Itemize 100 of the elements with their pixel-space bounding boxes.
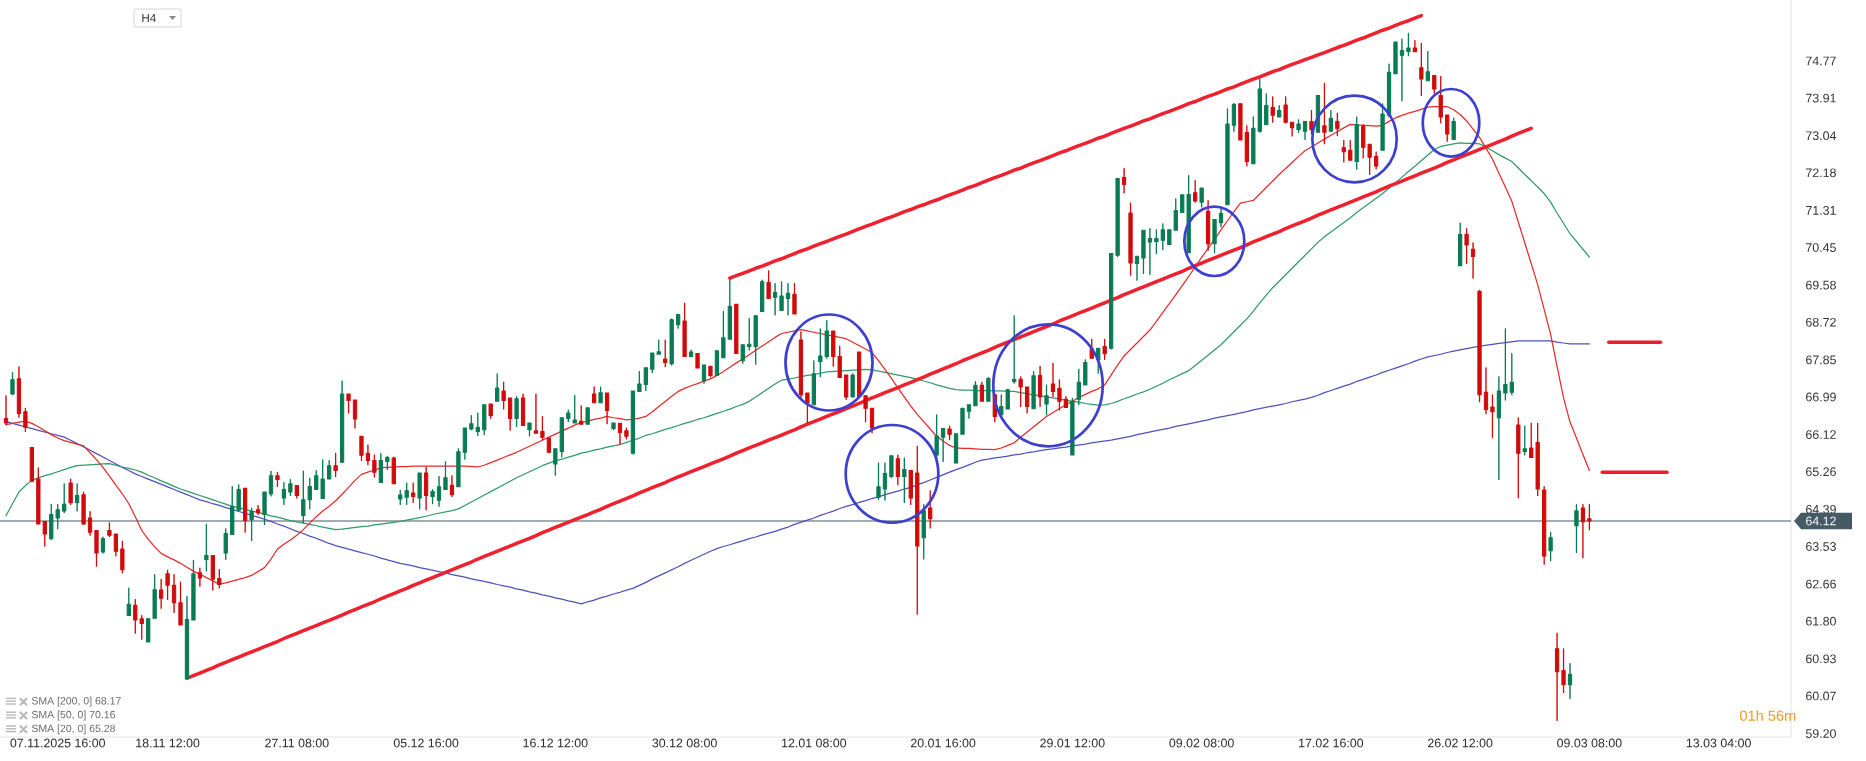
y-tick-label: 65.26 xyxy=(1806,467,1836,477)
candlestick xyxy=(1050,362,1056,398)
candlestick xyxy=(1580,504,1586,559)
candlestick xyxy=(74,483,80,512)
candlestick xyxy=(372,454,377,478)
candlestick xyxy=(889,455,894,479)
y-tick-label: 60.07 xyxy=(1806,691,1836,701)
candlestick xyxy=(928,490,933,529)
candlestick xyxy=(772,282,778,316)
candlestick xyxy=(1102,338,1107,360)
candlestick xyxy=(62,483,67,514)
candlestick xyxy=(68,478,73,506)
candlestick xyxy=(953,433,959,464)
y-tick-label: 74.77 xyxy=(1806,56,1836,66)
annotation: 01h 56m xyxy=(1739,710,1796,721)
candlestick xyxy=(669,318,674,366)
candlestick xyxy=(979,381,985,402)
candlestick xyxy=(507,397,513,431)
candlestick xyxy=(805,392,810,424)
x-tick-label: 09.02 08:00 xyxy=(1169,738,1234,748)
candlestick xyxy=(966,404,972,419)
candlestick xyxy=(714,350,720,376)
candlestick xyxy=(1457,222,1463,267)
candlestick xyxy=(378,453,384,484)
candlestick xyxy=(1063,396,1069,408)
candlestick xyxy=(895,454,901,486)
candlestick xyxy=(359,435,364,462)
candlestick xyxy=(960,407,965,435)
y-tick-label: 73.91 xyxy=(1806,93,1836,103)
candlestick xyxy=(856,351,862,398)
candlestick xyxy=(1083,359,1088,386)
candlestick xyxy=(973,380,978,407)
candlestick xyxy=(1115,177,1120,258)
candlestick xyxy=(1419,42,1424,96)
candlestick xyxy=(695,352,700,369)
candlestick xyxy=(1477,289,1482,403)
candlestick xyxy=(1328,110,1334,132)
candlestick xyxy=(113,533,119,557)
candlestick xyxy=(1270,96,1275,123)
candlestick xyxy=(1044,384,1049,416)
candlestick xyxy=(701,364,707,384)
candlestick xyxy=(908,469,913,506)
candlestick xyxy=(462,427,468,460)
candlestick xyxy=(1587,504,1592,531)
candlestick xyxy=(572,394,577,424)
candlestick xyxy=(1212,218,1217,254)
candlestick xyxy=(1548,531,1553,562)
candlestick xyxy=(1341,139,1346,163)
candlestick xyxy=(708,365,713,378)
candlestick xyxy=(1024,386,1030,414)
candlestick xyxy=(301,470,306,524)
candlestick xyxy=(268,470,274,497)
candlestick xyxy=(1490,394,1495,439)
candlestick xyxy=(417,472,422,510)
candlestick xyxy=(120,540,125,574)
candlestick xyxy=(1231,102,1237,132)
candlestick xyxy=(1425,50,1430,82)
candlestick xyxy=(1076,368,1081,406)
candlestick xyxy=(740,344,745,364)
x-tick-label: 12.01 08:00 xyxy=(782,738,847,748)
candlestick xyxy=(1567,663,1573,700)
candlestick xyxy=(178,581,183,626)
candlestick xyxy=(604,392,610,425)
candlestick xyxy=(1238,103,1243,141)
candlestick xyxy=(288,479,293,497)
candlestick xyxy=(197,567,203,587)
x-tick-label: 29.01 12:00 xyxy=(1040,738,1105,748)
candlestick xyxy=(249,507,254,541)
candlestick xyxy=(798,331,804,399)
candlestick xyxy=(1438,75,1443,124)
candlestick xyxy=(475,412,480,436)
candlestick xyxy=(1503,328,1508,401)
candlestick xyxy=(527,422,532,437)
candlestick xyxy=(617,422,623,446)
candlestick xyxy=(1057,379,1062,411)
candlestick xyxy=(1037,365,1043,408)
candlestick xyxy=(217,568,222,589)
candlestick xyxy=(488,403,493,419)
candlestick xyxy=(921,504,926,560)
x-tick-label: 27.11 08:00 xyxy=(265,738,329,748)
y-tick-label: 73.04 xyxy=(1806,131,1837,141)
candlestick xyxy=(146,618,151,643)
candlestick xyxy=(411,482,416,503)
candlestick xyxy=(171,574,177,614)
y-tick-label: 67.85 xyxy=(1806,355,1836,365)
candlestick xyxy=(443,461,448,490)
candlestick xyxy=(3,395,9,426)
candlestick xyxy=(210,555,215,591)
candlestick xyxy=(637,371,642,392)
candlestick xyxy=(385,455,390,471)
candlestick xyxy=(902,457,907,503)
candlestick xyxy=(1173,198,1178,231)
candlestick xyxy=(1483,367,1489,415)
candlestick xyxy=(1386,63,1392,118)
candlestick xyxy=(1264,93,1269,126)
y-tick-label: 72.18 xyxy=(1806,168,1836,178)
candlestick xyxy=(1147,228,1153,275)
candlestick xyxy=(158,578,164,609)
candlestick xyxy=(1244,125,1250,167)
candlestick xyxy=(915,445,920,615)
